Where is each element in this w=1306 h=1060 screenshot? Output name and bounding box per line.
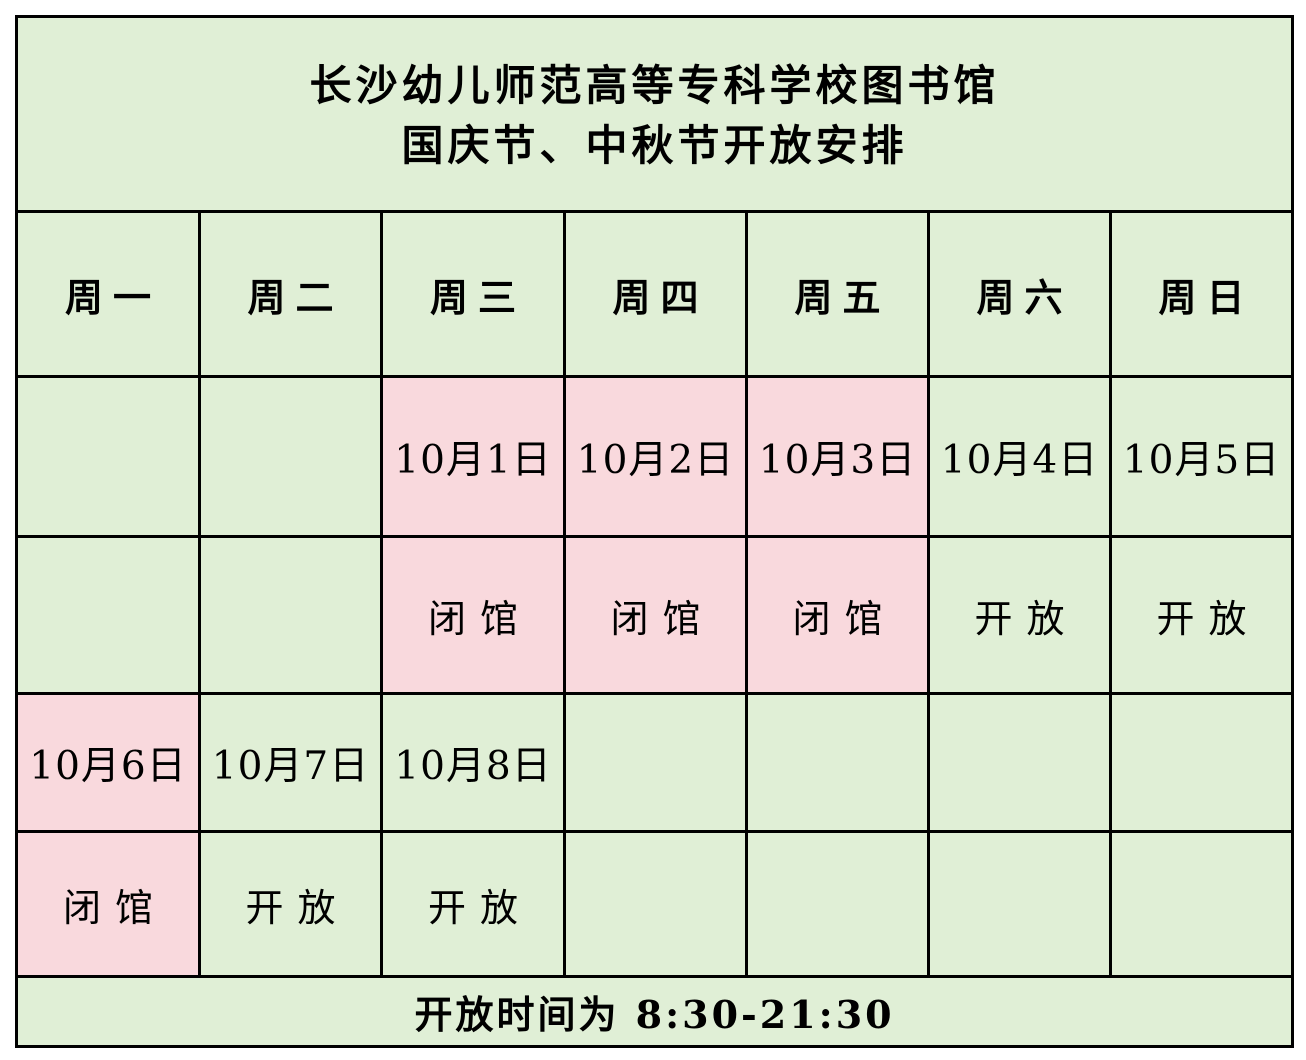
opening-hours-note: 开放时间为 8:30-21:30 <box>14 975 1295 1048</box>
week1-date-thu: 10月2日 <box>563 375 748 538</box>
week1-date-sun: 10月5日 <box>1108 375 1295 538</box>
week1-date-mon <box>15 375 201 538</box>
week1-status-tue <box>198 535 383 695</box>
weekday-header-sat: 周六 <box>927 210 1112 378</box>
week2-date-sun <box>1108 692 1295 833</box>
table-title-cell: 长沙幼儿师范高等专科学校图书馆 国庆节、中秋节开放安排 <box>14 15 1295 213</box>
week2-status-thu <box>563 830 748 978</box>
week2-date-sat <box>927 692 1112 833</box>
week2-status-sun <box>1108 830 1295 978</box>
week1-status-wed: 闭馆 <box>380 535 566 695</box>
weekday-header-mon: 周一 <box>15 210 201 378</box>
week2-status-tue: 开放 <box>198 830 383 978</box>
week1-date-tue <box>198 375 383 538</box>
week1-status-fri: 闭馆 <box>745 535 930 695</box>
weekday-header-wed: 周三 <box>380 210 566 378</box>
week2-status-fri <box>745 830 930 978</box>
weekday-header-sun: 周日 <box>1108 210 1295 378</box>
week2-date-tue: 10月7日 <box>198 692 383 833</box>
week1-status-sun: 开放 <box>1108 535 1295 695</box>
weekday-header-tue: 周二 <box>198 210 383 378</box>
week1-status-sat: 开放 <box>927 535 1112 695</box>
week2-date-wed: 10月8日 <box>380 692 566 833</box>
weekday-header-fri: 周五 <box>745 210 930 378</box>
week1-status-mon <box>15 535 201 695</box>
week2-status-sat <box>927 830 1112 978</box>
page-title: 长沙幼儿师范高等专科学校图书馆 <box>309 61 1000 111</box>
week1-date-fri: 10月3日 <box>745 375 930 538</box>
week2-status-wed: 开放 <box>380 830 566 978</box>
week1-status-thu: 闭馆 <box>563 535 748 695</box>
holiday-schedule-table: 长沙幼儿师范高等专科学校图书馆 国庆节、中秋节开放安排 周一 周二 周三 周四 … <box>14 15 1295 1048</box>
week1-date-wed: 10月1日 <box>380 375 566 538</box>
weekday-header-thu: 周四 <box>563 210 748 378</box>
week2-status-mon: 闭馆 <box>15 830 201 978</box>
week2-date-thu <box>563 692 748 833</box>
page-subtitle: 国庆节、中秋节开放安排 <box>401 121 908 171</box>
week2-date-fri <box>745 692 930 833</box>
week2-date-mon: 10月6日 <box>15 692 201 833</box>
week1-date-sat: 10月4日 <box>927 375 1112 538</box>
